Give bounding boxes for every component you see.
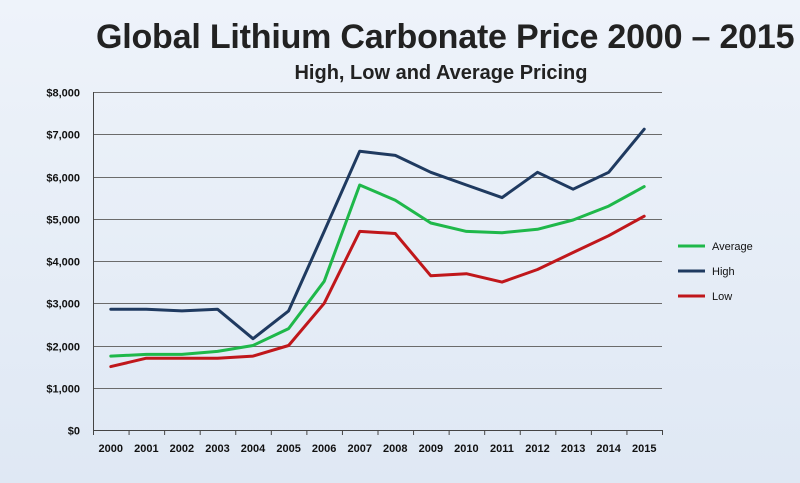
x-tick-label: 2012 xyxy=(525,443,549,455)
x-tick-label: 2008 xyxy=(383,443,407,455)
series-line-average xyxy=(109,183,646,358)
x-tick-label: 2011 xyxy=(490,443,514,455)
legend-label-high: High xyxy=(712,266,735,278)
x-tick-label: 2004 xyxy=(241,443,266,455)
x-tick-label: 2002 xyxy=(170,443,194,455)
x-tick-label: 2013 xyxy=(561,443,585,455)
legend-label-average: Average xyxy=(712,241,753,253)
x-tick-label: 2007 xyxy=(347,443,371,455)
x-tick-label: 2009 xyxy=(419,443,443,455)
series-line-high xyxy=(109,127,646,341)
x-tick-label: 2000 xyxy=(99,443,123,455)
y-tick-label: $5,000 xyxy=(46,215,80,227)
y-tick-label: $6,000 xyxy=(46,173,80,185)
x-tick-label: 2015 xyxy=(632,443,656,455)
series-line-low xyxy=(109,214,646,369)
x-tick-label: 2010 xyxy=(454,443,478,455)
legend-label-low: Low xyxy=(712,291,732,303)
y-tick-label: $1,000 xyxy=(46,384,80,396)
x-tick-label: 2014 xyxy=(596,443,621,455)
y-tick-label: $3,000 xyxy=(46,299,80,311)
x-tick-label: 2001 xyxy=(134,443,158,455)
y-tick-label: $4,000 xyxy=(46,257,80,269)
x-tick-label: 2006 xyxy=(312,443,336,455)
y-tick-label: $7,000 xyxy=(46,130,80,142)
x-tick-label: 2003 xyxy=(205,443,229,455)
y-tick-label: $2,000 xyxy=(46,342,80,354)
y-tick-label: $8,000 xyxy=(46,88,80,100)
chart-title: Global Lithium Carbonate Price 2000 – 20… xyxy=(96,18,795,56)
x-tick-label: 2005 xyxy=(276,443,300,455)
chart-subtitle: High, Low and Average Pricing xyxy=(294,62,588,84)
y-tick-label: $0 xyxy=(68,426,80,438)
